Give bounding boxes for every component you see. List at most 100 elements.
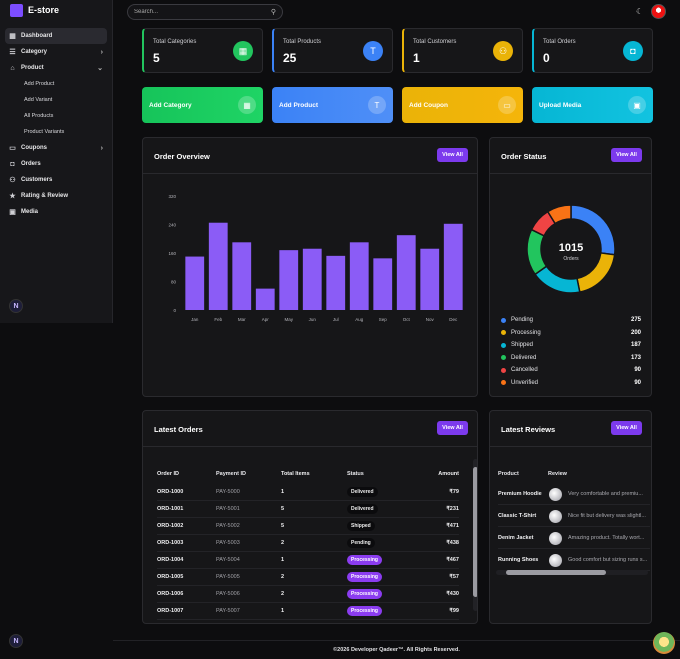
tag-icon: ⌂: [10, 64, 15, 72]
x-tick-label: Aug: [355, 317, 364, 322]
grid-icon: ▦: [9, 33, 16, 40]
bar[interactable]: [349, 242, 369, 310]
stat-card-products: Total Products 25 T: [272, 28, 393, 73]
table-row[interactable]: ORD-1001 PAY-5001 5 Delivered ₹231: [157, 501, 459, 518]
column-header[interactable]: Payment ID: [216, 471, 246, 477]
column-header[interactable]: Product: [498, 471, 519, 477]
bar[interactable]: [326, 255, 346, 310]
review-row[interactable]: Classic T-Shirt Nice fit but delivery was…: [498, 506, 650, 527]
legend-value: 90: [634, 367, 641, 373]
scrollbar-thumb[interactable]: [506, 570, 606, 575]
table-row[interactable]: ORD-1004 PAY-5004 1 Processing ₹467: [157, 552, 459, 569]
moon-icon[interactable]: ☾: [636, 7, 644, 16]
search-icon[interactable]: ⚲: [270, 9, 276, 16]
sidebar-item-product[interactable]: ⌂ Product ⌄: [5, 60, 107, 76]
payment-id: PAY-5006: [216, 591, 240, 597]
review-row[interactable]: Running Shoes Good comfort but sizing run…: [498, 550, 650, 571]
total-items: 2: [281, 540, 285, 546]
order-id: ORD-1003: [157, 540, 184, 546]
bag-icon: ◘: [623, 41, 643, 61]
mascot-avatar[interactable]: [653, 632, 675, 654]
list-icon: ☰: [9, 49, 16, 56]
stat-value: 0: [543, 51, 550, 65]
x-tick-label: Mar: [238, 317, 246, 322]
total-items: 5: [281, 523, 285, 529]
add-coupon-button[interactable]: Add Coupon ▭: [402, 87, 523, 123]
action-label: Add Coupon: [409, 101, 448, 109]
review-row[interactable]: Premium Hoodie Very comfortable and premi…: [498, 484, 650, 505]
view-all-button[interactable]: View All: [611, 421, 642, 435]
upload-media-button[interactable]: Upload Media ▣: [532, 87, 653, 123]
bar[interactable]: [420, 248, 440, 310]
table-row[interactable]: ORD-1005 PAY-5005 2 Processing ₹57: [157, 569, 459, 586]
grid-icon: ▦: [238, 96, 256, 114]
horizontal-scrollbar[interactable]: [496, 570, 648, 575]
profile-avatar[interactable]: [651, 4, 666, 19]
sidebar-item-dashboard[interactable]: ▦ Dashboard: [5, 28, 107, 44]
legend-value: 187: [630, 342, 641, 348]
bar[interactable]: [302, 248, 322, 310]
search-input[interactable]: [134, 9, 271, 15]
column-header[interactable]: Review: [548, 471, 567, 477]
sidebar-item-rating-review[interactable]: ★ Rating & Review: [5, 188, 107, 204]
bar[interactable]: [279, 250, 299, 310]
avatar[interactable]: N: [9, 634, 23, 648]
brand[interactable]: E-store: [0, 0, 112, 20]
avatar[interactable]: N: [9, 299, 23, 313]
submenu-add-variant[interactable]: Add Variant: [24, 97, 53, 103]
bar[interactable]: [255, 288, 275, 310]
column-header[interactable]: Amount: [438, 471, 459, 477]
review-row[interactable]: Denim Jacket Amazing product. Totally wor…: [498, 528, 650, 549]
sidebar-item-coupons[interactable]: ▭ Coupons ›: [5, 140, 107, 156]
view-all-button[interactable]: View All: [611, 148, 642, 162]
amount: ₹467: [446, 557, 459, 563]
bar[interactable]: [232, 242, 252, 310]
panel-title: Latest Orders: [154, 425, 203, 434]
sidebar-item-category[interactable]: ☰ Category ›: [5, 44, 107, 60]
table-row[interactable]: ORD-1003 PAY-5003 2 Pending ₹438: [157, 535, 459, 552]
donut-slice[interactable]: [576, 252, 616, 293]
payment-id: PAY-5005: [216, 574, 240, 580]
x-tick-label: Jan: [191, 317, 199, 322]
x-tick-label: Apr: [262, 317, 270, 322]
legend-value: 173: [630, 354, 641, 361]
status-cell: Processing: [347, 586, 382, 602]
order-id: ORD-1004: [157, 557, 184, 563]
review-text: Very comfortable and premiu...: [568, 491, 643, 497]
sidebar-item-customers[interactable]: ⚇ Customers: [5, 172, 107, 188]
bar[interactable]: [373, 258, 393, 310]
divider: [490, 446, 651, 447]
submenu-add-product[interactable]: Add Product: [24, 81, 55, 87]
column-header[interactable]: Status: [347, 471, 364, 477]
vertical-scrollbar[interactable]: [473, 459, 477, 611]
order-id: ORD-1000: [157, 489, 184, 495]
table-row[interactable]: ORD-1007 PAY-5007 1 Processing ₹99: [157, 603, 459, 620]
sidebar-item-media[interactable]: ▣ Media: [5, 204, 107, 220]
donut-slice[interactable]: [546, 204, 572, 225]
table-row[interactable]: ORD-1000 PAY-5000 1 Delivered ₹79: [157, 484, 459, 501]
stat-label: Total Products: [283, 39, 322, 45]
sidebar-item-label: Rating & Review: [21, 193, 69, 199]
table-row[interactable]: ORD-1002 PAY-5002 5 Shipped ₹471: [157, 518, 459, 535]
bar[interactable]: [396, 235, 416, 310]
bar[interactable]: [208, 222, 228, 310]
action-label: Upload Media: [539, 101, 582, 109]
add-category-button[interactable]: Add Category ▦: [142, 87, 263, 123]
sidebar-item-orders[interactable]: ◘ Orders: [5, 156, 107, 172]
submenu-product-variants[interactable]: Product Variants: [24, 129, 65, 135]
bar[interactable]: [185, 256, 205, 310]
view-all-button[interactable]: View All: [437, 148, 468, 162]
order-id: ORD-1006: [157, 591, 184, 597]
column-header[interactable]: Order ID: [157, 471, 180, 477]
y-tick-label: 0: [173, 308, 176, 313]
legend-dot: [501, 380, 506, 385]
scrollbar-thumb[interactable]: [473, 467, 477, 597]
add-product-button[interactable]: Add Product T: [272, 87, 393, 123]
legend-item: Unverified 90: [501, 378, 641, 388]
bar[interactable]: [443, 223, 463, 310]
review-text: Nice fit but delivery was slightl...: [568, 513, 646, 519]
column-header[interactable]: Total Items: [281, 471, 310, 477]
submenu-all-products[interactable]: All Products: [24, 113, 54, 119]
table-row[interactable]: ORD-1006 PAY-5006 2 Processing ₹430: [157, 586, 459, 603]
view-all-button[interactable]: View All: [437, 421, 468, 435]
